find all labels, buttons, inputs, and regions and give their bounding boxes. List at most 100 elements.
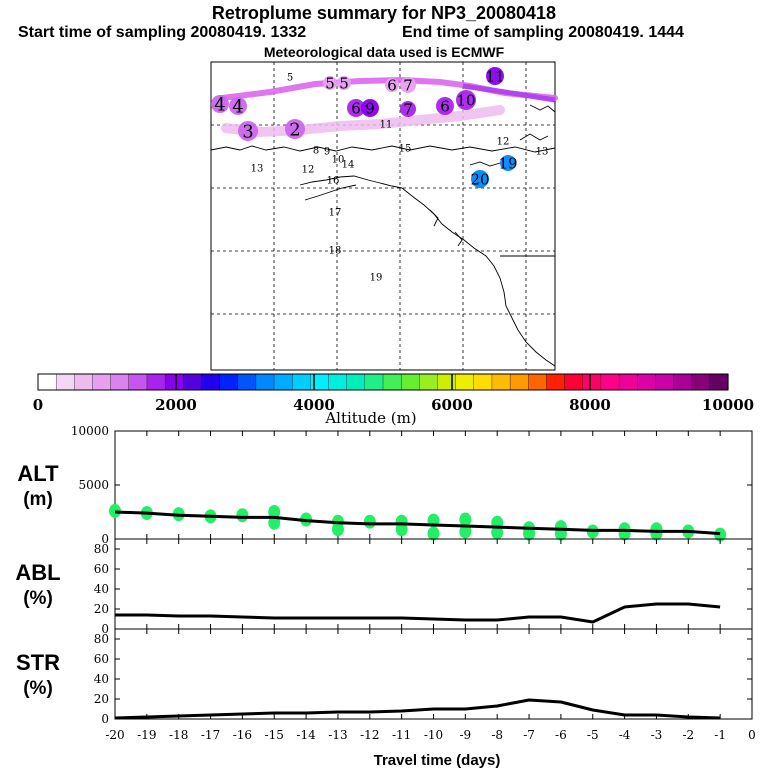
x-tick-label: 0 [748,728,756,742]
x-tick-label: -5 [587,728,599,742]
colorbar-swatch [55,373,75,391]
start-time: Start time of sampling 20080419. 1332 [18,24,307,41]
map-day-label: 9 [365,99,375,117]
colorbar-swatch [110,373,130,391]
map-marker [500,155,516,171]
map-day-label: 6 [351,99,361,117]
x-tick-label: -9 [459,728,471,742]
colorbar-tick-labels: 0 2000 4000 6000 8000 10000 [33,396,754,414]
colorbar-swatch [164,373,184,391]
x-tick-label: -1 [714,728,726,742]
x-tick-label: -19 [137,728,156,742]
map-day-label: 5 [325,74,335,92]
x-tick-label: -16 [233,728,252,742]
y-axis-title: ALT [17,461,59,486]
y-tick-label: 40 [94,582,109,596]
altitude-marker [523,526,536,541]
panel-alt: 0 5000 10000 ALT (m) [17,424,753,546]
colorbar-swatch [455,373,475,391]
map-marker [361,99,379,117]
map-day-label: 13 [536,147,549,158]
colorbar-swatch [364,373,384,391]
colorbar-tick-label: 10000 [702,396,754,414]
x-tick-label: -18 [169,728,188,742]
colorbar-tick-label: 8000 [569,396,611,414]
map-day-label: 19 [498,154,517,172]
map-marker [238,121,258,141]
map-day-label: 13 [251,164,264,175]
x-tick-label: -6 [555,728,567,742]
trajectory-lines [219,76,558,138]
map-day-label: 20 [470,170,489,188]
colorbar-swatch [255,373,275,391]
map-marker [211,95,229,113]
map-marker [229,97,247,115]
map-marker [385,78,399,92]
altitude-marker [363,514,376,529]
x-tick-label: -13 [328,728,347,742]
colorbar-swatch [37,373,57,391]
map-day-label: 12 [497,137,510,148]
colorbar-swatch [128,373,148,391]
y-tick-label: 80 [94,632,109,646]
y-tick-label: 10000 [71,424,109,438]
altitude-marker [268,515,281,530]
colorbar-swatch [74,373,94,391]
colorbar-tick-label: 4000 [293,396,335,414]
y-axis-unit: (%) [23,678,53,699]
y-axis-unit: (m) [23,489,53,510]
colorbar-frame [37,373,729,391]
colorbar-swatch [346,373,366,391]
y-tick-label: 0 [101,712,109,726]
colorbar-swatch [709,373,729,391]
colorbar-swatch [473,373,493,391]
met-data-label: Meteorological data used is ECMWF [263,44,505,60]
x-tick-label: -17 [201,728,220,742]
map-day-label: 4 [214,94,225,115]
y-axis-title: STR [16,650,60,675]
x-tick-label: -2 [682,728,694,742]
map-day-label: 8 [313,146,319,157]
y-axis-title: ABL [15,560,60,585]
panel-frame [114,628,753,720]
map-day-label: 5 [339,74,349,92]
colorbar-tick-label: 0 [33,396,43,414]
y-tick-label: 0 [101,532,109,546]
x-tick-label: -20 [105,728,124,742]
map-marker [471,170,489,188]
panel-abl: 0 20 40 60 80 ABL (%) [15,538,753,636]
map-day-label: 9 [324,147,330,158]
altitude-marker [395,522,408,537]
map-marker [456,90,476,110]
map-marker [323,76,337,90]
map-marker [400,101,416,117]
colorbar-swatch [691,373,711,391]
altitude-marker [459,524,472,539]
page-title: Retroplume summary for NP3_20080418 [211,3,557,23]
y-tick-label: 5000 [78,478,109,492]
colorbar-swatch [437,373,457,391]
y-axis-unit: (%) [23,588,53,609]
map-marker [347,99,365,117]
colorbar-swatch [219,373,239,391]
trajectory-line [462,83,556,103]
colorbar-swatch [237,373,257,391]
colorbar-swatch [509,373,529,391]
altitude-marker [331,522,344,537]
coastlines [210,104,556,367]
map-day-label: 17 [329,208,342,219]
colorbar-swatch [673,373,693,391]
map-day-label: 18 [329,246,342,257]
trajectory-line [221,105,505,138]
altitude-marker [109,503,121,518]
altitude-marker [236,508,249,523]
map-day-label: 7 [403,100,413,118]
colorbar-swatch [528,373,547,391]
y-tick-label: 80 [94,542,109,556]
y-tick-label: 20 [94,692,109,706]
colorbar-swatch [419,373,439,391]
x-axis-label: Travel time (days) [374,752,501,768]
altitude-marker [268,505,281,519]
